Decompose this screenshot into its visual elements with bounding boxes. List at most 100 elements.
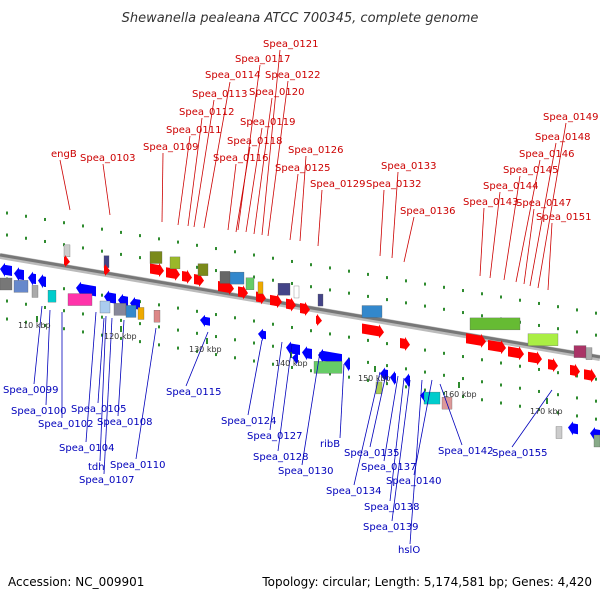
gene-label: Spea_0122 [265, 70, 320, 81]
leader-line [33, 305, 43, 385]
gene-label: Spea_0130 [278, 466, 333, 477]
dotted-guides [6, 211, 597, 421]
guide-dot [196, 331, 198, 335]
gene-label: Spea_0144 [483, 181, 538, 192]
gene-label: Spea_0119 [240, 117, 295, 128]
guide-dot [595, 377, 597, 381]
gene-label: Spea_0143 [463, 197, 518, 208]
gene-arrow [318, 348, 342, 365]
guide-dot [310, 263, 312, 267]
gene-label: Spea_0124 [221, 416, 276, 427]
genome-summary-text: Topology: circular; Length: 5,174,581 bp… [261, 575, 592, 589]
gene-arrow [362, 323, 384, 339]
guide-dot [177, 306, 179, 310]
gene-label: Spea_0138 [364, 502, 419, 513]
gene-arrow [380, 367, 388, 382]
gene-arrow [568, 421, 578, 436]
gene-arrow [104, 263, 110, 276]
guide-dot [234, 338, 236, 342]
gene-label: Spea_0128 [253, 452, 308, 463]
guide-dot [405, 385, 407, 389]
guide-dot [272, 256, 274, 260]
gene-arrow [508, 346, 524, 361]
guide-dot [424, 282, 426, 286]
guide-dot [348, 269, 350, 273]
guide-dot [386, 364, 388, 368]
leader-line [185, 331, 209, 387]
leader-line [253, 97, 273, 235]
gene-arrow [286, 341, 300, 356]
guide-dot [120, 336, 122, 340]
tick-label: 160 kbp [444, 390, 477, 399]
gene-label: Spea_0115 [166, 387, 221, 398]
guide-dot [329, 332, 331, 336]
guide-dot [595, 311, 597, 315]
guide-dot [253, 319, 255, 323]
gene-arrow [286, 297, 296, 312]
guide-dot [462, 377, 464, 381]
gene-block [31, 285, 39, 298]
leader-line [161, 152, 164, 223]
leader-line [383, 375, 399, 462]
tick-label: 150 kbp [358, 374, 391, 383]
guide-dot [253, 253, 255, 257]
guide-dot [310, 329, 312, 333]
leader-line [45, 309, 51, 406]
leader-line [99, 315, 107, 462]
leader-line [317, 189, 323, 247]
leader-line [269, 341, 283, 431]
bottom-gene-labels: Spea_0099 Spea_0100 Spea_0102 Spea_0104 … [3, 385, 547, 556]
leader-line [245, 127, 263, 233]
guide-dot [367, 360, 369, 364]
guide-dot [424, 304, 426, 308]
guide-dot [443, 307, 445, 311]
guide-dot [120, 230, 122, 234]
gene-label: Spea_0117 [235, 54, 290, 65]
guide-dot [101, 315, 103, 319]
gene-arrow [28, 271, 36, 286]
gene-label: Spea_0140 [386, 476, 441, 487]
guide-dot [405, 279, 407, 283]
gene-block [257, 281, 264, 295]
gene-label: Spea_0113 [192, 89, 247, 100]
guide-dot [272, 278, 274, 282]
gene-arrow [548, 358, 558, 373]
gene-arrow [182, 269, 192, 284]
guide-dot [215, 335, 217, 339]
gene-label: Spea_0109 [143, 142, 198, 153]
guide-dot [44, 305, 46, 309]
gene-label: Spea_0129 [310, 179, 365, 190]
gene-block [527, 333, 559, 346]
gene-arrow [0, 262, 12, 277]
guide-dot [158, 343, 160, 347]
gene-block [555, 426, 563, 439]
guide-dot [386, 342, 388, 346]
gene-arrow [570, 363, 580, 378]
guide-dot [348, 335, 350, 339]
guide-dot [576, 330, 578, 334]
gene-block [47, 290, 57, 303]
gene-block [125, 305, 137, 318]
gene-label: Spea_0125 [275, 163, 330, 174]
guide-dot [519, 404, 521, 408]
guide-dot [538, 389, 540, 393]
guide-dot [481, 398, 483, 402]
leader-line [289, 173, 299, 241]
gene-arrow [390, 371, 396, 386]
guide-dot [6, 233, 8, 237]
guide-dot [386, 298, 388, 302]
leader-line [97, 317, 105, 404]
gene-label: Spea_0126 [288, 145, 343, 156]
gene-block [593, 434, 600, 448]
leader-line [177, 135, 191, 226]
gene-label: Spea_0149 [543, 112, 598, 123]
leader-line [193, 99, 215, 228]
gene-block [277, 283, 291, 296]
guide-dot [595, 333, 597, 337]
guide-dot [443, 391, 445, 395]
gene-arrow [420, 390, 425, 403]
gene-block [573, 345, 587, 358]
guide-dot [272, 344, 274, 348]
gene-label: Spea_0108 [97, 417, 152, 428]
